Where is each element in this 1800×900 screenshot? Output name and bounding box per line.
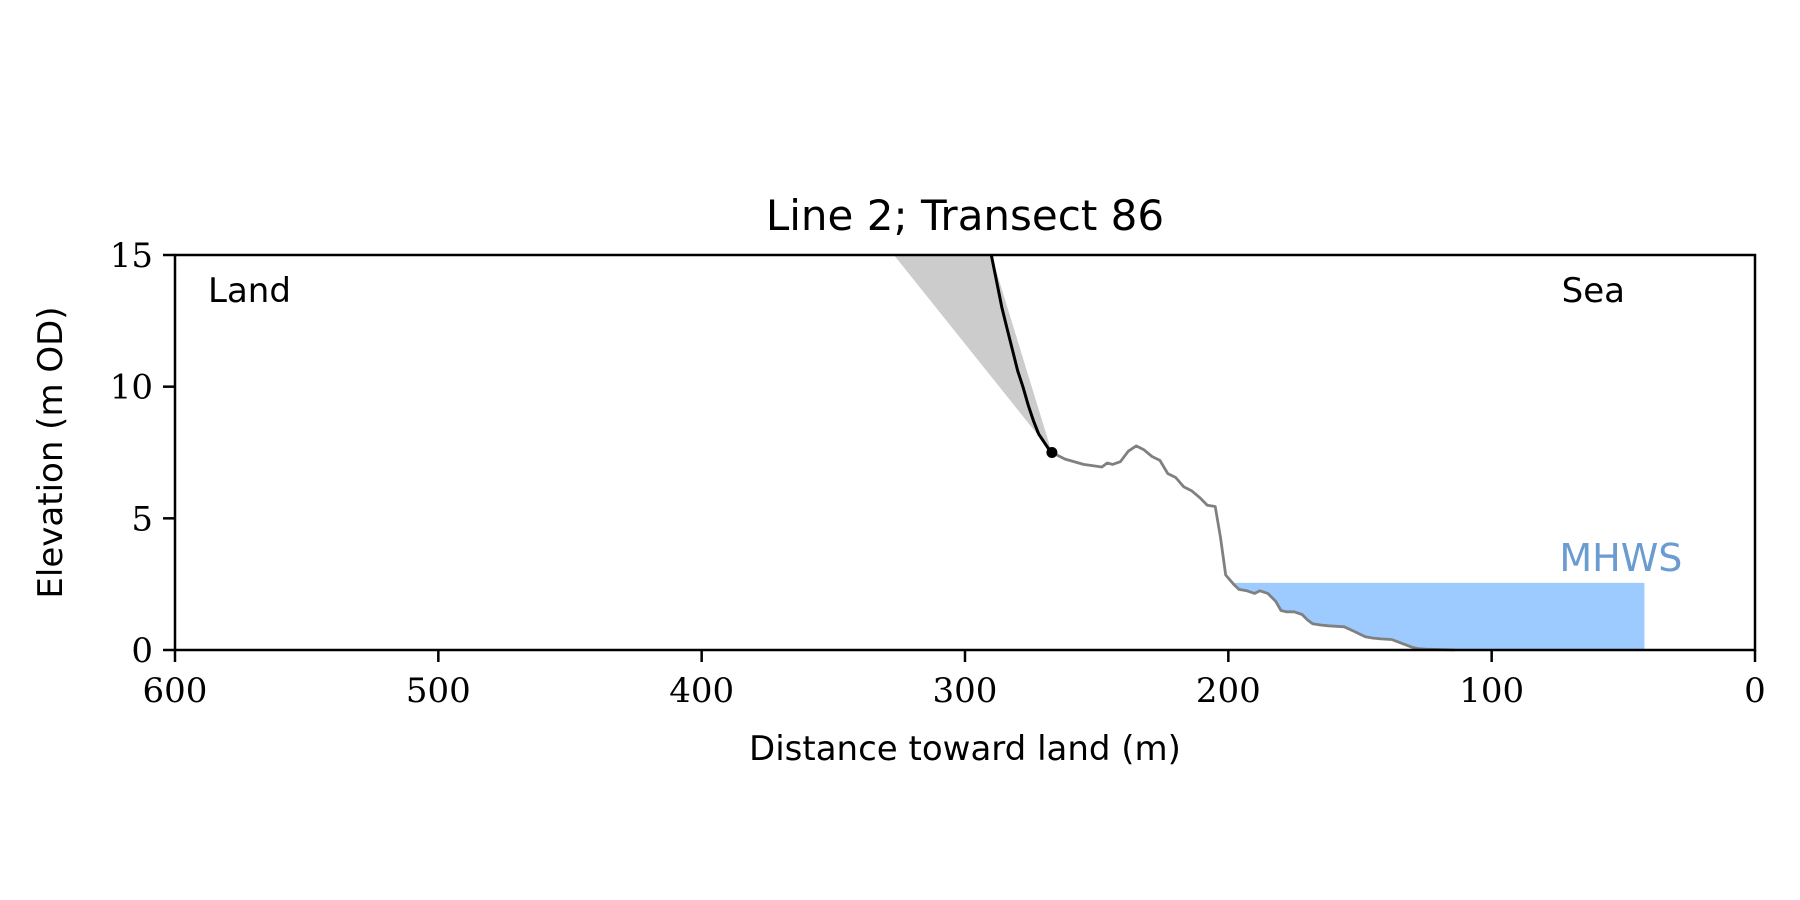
y-tick-label: 5: [131, 499, 153, 539]
x-axis-label: Distance toward land (m): [749, 729, 1181, 769]
x-tick-label: 100: [1459, 671, 1524, 711]
y-axis-label: Elevation (m OD): [31, 306, 71, 598]
cliff-line: [989, 254, 1053, 454]
y-tick-label: 10: [110, 368, 153, 408]
water-fill-mhws: [1232, 582, 1645, 650]
x-tick-label: 300: [933, 671, 998, 711]
x-tick-label: 600: [143, 671, 208, 711]
cliff-toe-point: [1046, 447, 1058, 458]
profile-line: [1051, 444, 1455, 652]
x-axis: 600 500 400 300 200 100 0: [143, 650, 1766, 711]
x-tick-label: 200: [1196, 671, 1261, 711]
chart-title: Line 2; Transect 86: [766, 191, 1164, 240]
x-tick-label: 400: [669, 671, 734, 711]
land-label: Land: [208, 271, 291, 311]
x-tick-label: 500: [406, 671, 471, 711]
y-tick-label: 0: [131, 631, 153, 671]
mhws-label: MHWS: [1559, 536, 1682, 580]
failure-wedge: [893, 255, 1052, 453]
plot-area: [893, 254, 1645, 652]
y-axis: 0 5 10 15: [110, 236, 175, 671]
x-tick-label: 0: [1744, 671, 1766, 711]
sea-label: Sea: [1562, 271, 1625, 311]
y-tick-label: 15: [110, 236, 153, 276]
